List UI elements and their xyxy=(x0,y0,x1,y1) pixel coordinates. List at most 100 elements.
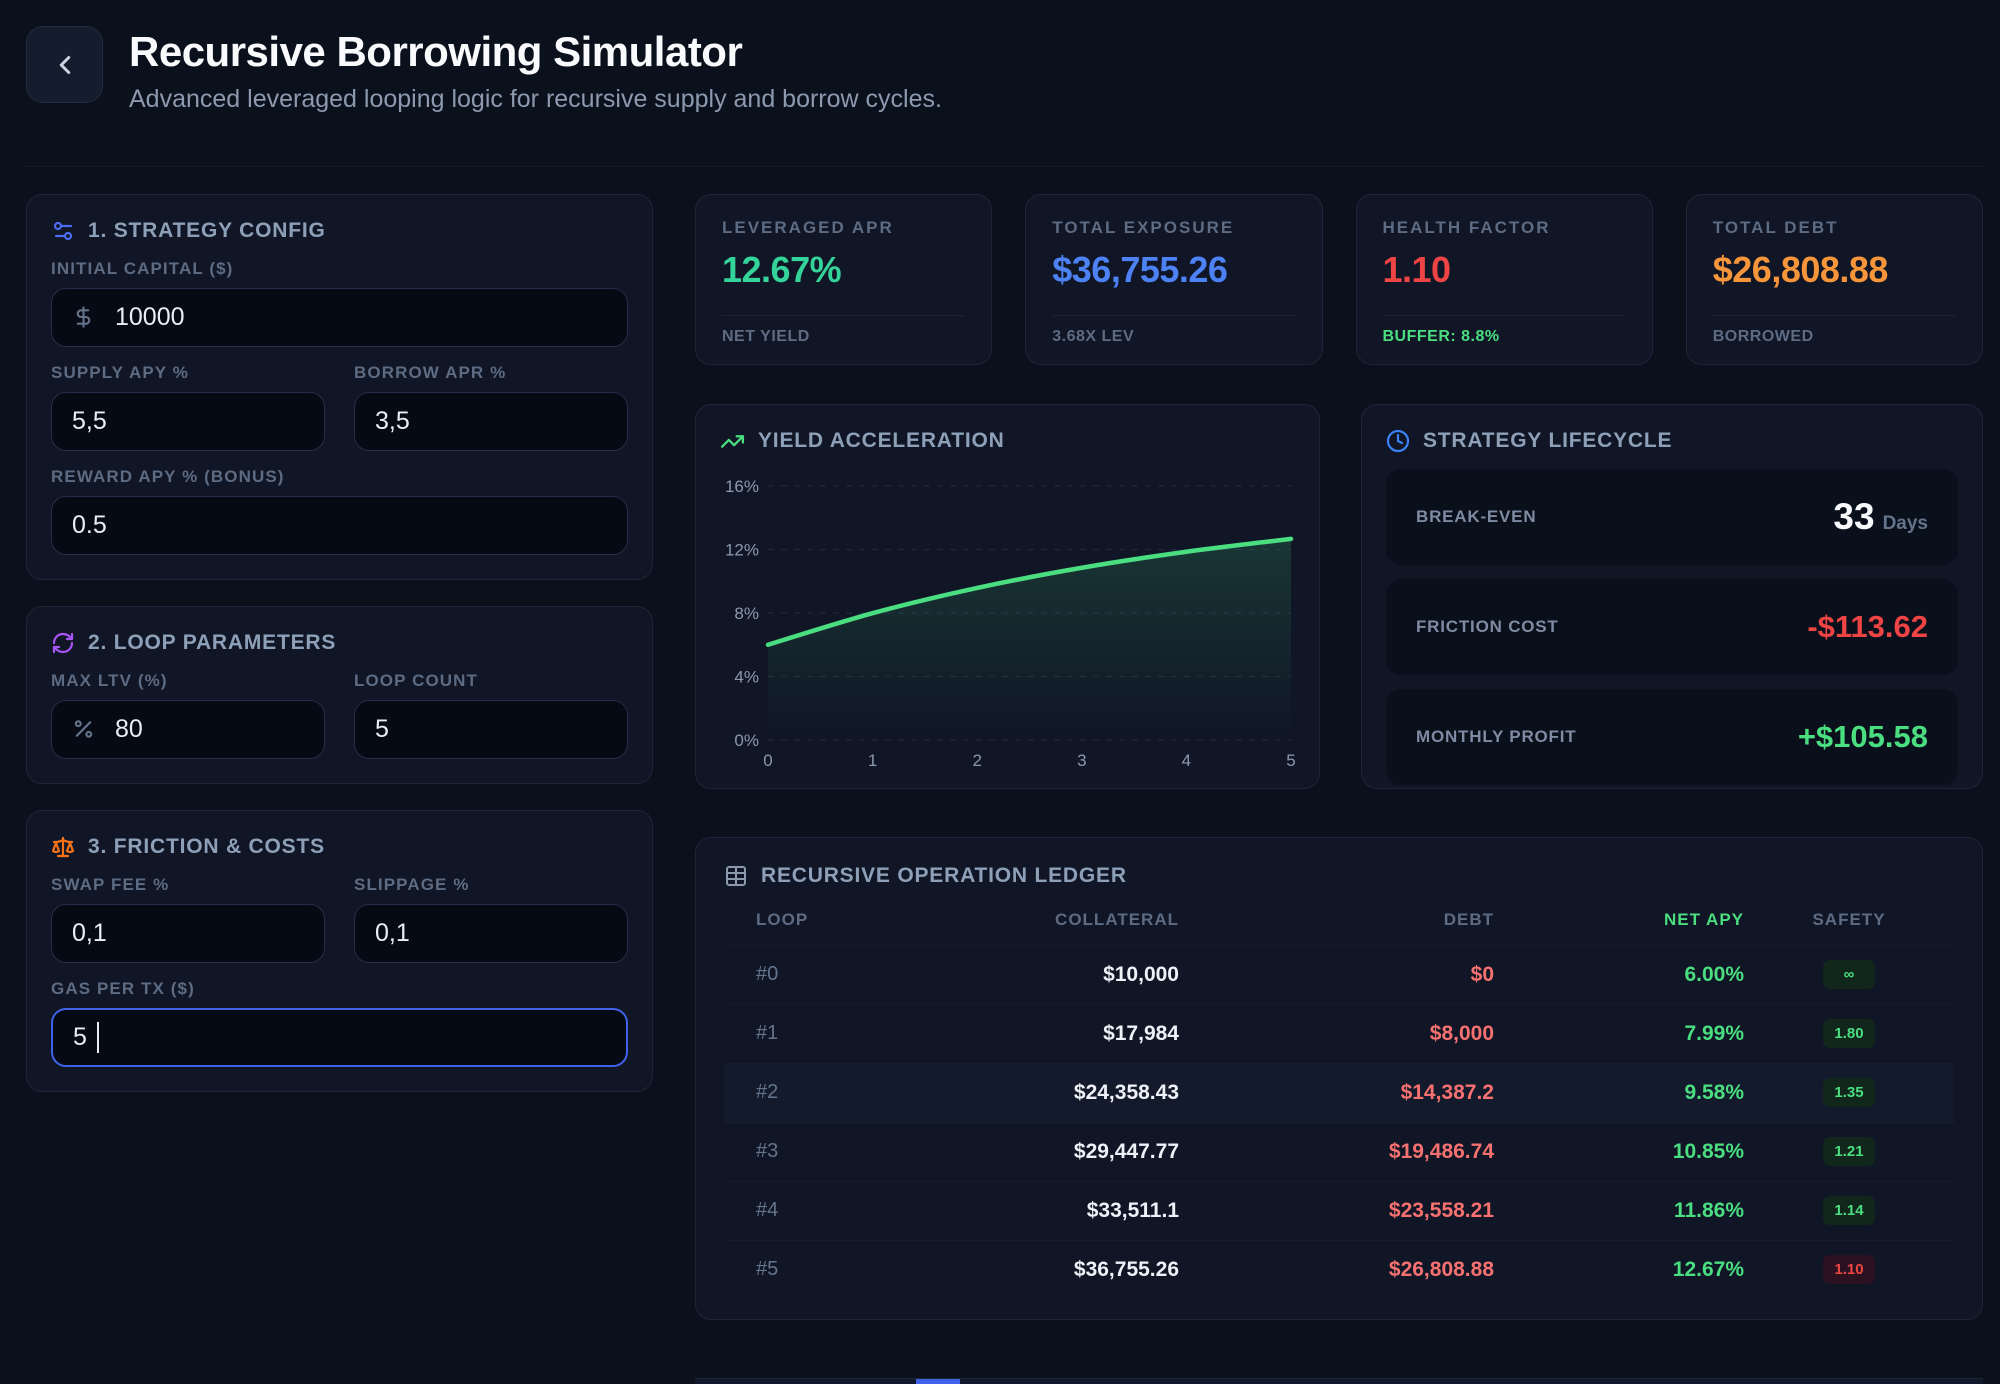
lifecycle-rows: BREAK-EVEN 33 Days FRICTION COST -$113.62… xyxy=(1386,468,1958,785)
ledger-body: #0 $10,000 $0 6.00% ∞ #1 $17,984 $8,000 7.99% 1.8… xyxy=(724,944,1954,1299)
svg-text:4%: 4% xyxy=(734,667,759,686)
borrow-apr-label: BORROW APR % xyxy=(354,362,507,382)
stat-sublabel: NET YIELD xyxy=(722,314,966,346)
swap-fee-input[interactable] xyxy=(51,903,325,963)
ledger-cell-net-apy: 11.86% xyxy=(1673,1198,1744,1222)
ledger-cell-loop: #2 xyxy=(756,1081,779,1103)
ledger-cell-loop: #5 xyxy=(756,1258,779,1280)
operation-ledger-card: RECURSIVE OPERATION LEDGER LOOP COLLATER… xyxy=(695,836,1983,1320)
page-header: Recursive Borrowing Simulator Advanced l… xyxy=(26,26,1983,167)
break-even-row: BREAK-EVEN 33 Days xyxy=(1386,468,1958,565)
page-title: Recursive Borrowing Simulator xyxy=(129,28,743,75)
ledger-cell-debt: $8,000 xyxy=(1429,1021,1494,1045)
loop-refresh-icon xyxy=(51,631,75,655)
gas-per-tx-input[interactable] xyxy=(51,1007,628,1067)
table-row[interactable]: #3 $29,447.77 $19,486.74 10.85% 1.21 xyxy=(724,1121,1954,1181)
friction-cost-value: -$113.62 xyxy=(1807,608,1928,644)
stat-label: TOTAL EXPOSURE xyxy=(1052,217,1235,237)
stat-value: $36,755.26 xyxy=(1052,248,1228,290)
svg-text:5: 5 xyxy=(1286,751,1295,770)
initial-capital-label: INITIAL CAPITAL ($) xyxy=(51,258,234,278)
max-ltv-input[interactable] xyxy=(51,699,325,759)
max-ltv-label: MAX LTV (%) xyxy=(51,670,168,690)
ledger-cell-loop: #3 xyxy=(756,1140,779,1162)
yield-acceleration-title: YIELD ACCELERATION xyxy=(720,429,1295,454)
svg-text:4: 4 xyxy=(1182,751,1191,770)
svg-text:3: 3 xyxy=(1077,751,1086,770)
ledger-cell-collateral: $10,000 xyxy=(1103,962,1179,986)
operation-ledger-title: RECURSIVE OPERATION LEDGER xyxy=(724,864,1954,888)
strategy-lifecycle-title: STRATEGY LIFECYCLE xyxy=(1386,429,1958,453)
table-row[interactable]: #5 $36,755.26 $26,808.88 12.67% 1.10 xyxy=(724,1239,1954,1299)
ledger-cell-net-apy: 9.58% xyxy=(1684,1080,1744,1104)
stat-sublabel: BORROWED xyxy=(1712,314,1956,346)
svg-text:0: 0 xyxy=(763,751,772,770)
ledger-cell-collateral: $24,358.43 xyxy=(1073,1080,1179,1104)
back-button[interactable] xyxy=(26,26,103,103)
table-row[interactable]: #0 $10,000 $0 6.00% ∞ xyxy=(724,944,1954,1004)
ledger-cell-net-apy: 12.67% xyxy=(1672,1257,1744,1281)
break-even-unit: Days xyxy=(1882,512,1928,534)
safety-badge: 1.35 xyxy=(1823,1078,1875,1107)
safety-badge: 1.80 xyxy=(1823,1019,1875,1048)
loop-count-input[interactable] xyxy=(354,699,628,759)
svg-text:1: 1 xyxy=(868,751,877,770)
friction-costs-card: 3. FRICTION & COSTS SWAP FEE % SLIPPAGE … xyxy=(26,809,653,1092)
table-row[interactable]: #4 $33,511.1 $23,558.21 11.86% 1.14 xyxy=(724,1180,1954,1240)
column-header-net-apy: NET APY xyxy=(1663,909,1744,929)
slippage-label: SLIPPAGE % xyxy=(354,874,470,894)
safety-badge: 1.14 xyxy=(1823,1196,1875,1225)
ledger-cell-collateral: $36,755.26 xyxy=(1073,1257,1179,1281)
ledger-cell-net-apy: 10.85% xyxy=(1672,1139,1744,1163)
cutoff-panel-edge xyxy=(695,1378,1983,1384)
svg-text:12%: 12% xyxy=(725,540,759,559)
ledger-cell-debt: $14,387.2 xyxy=(1400,1080,1494,1104)
stat-label: HEALTH FACTOR xyxy=(1382,217,1551,237)
stats-row: LEVERAGED APR 12.67% NET YIELD TOTAL EXP… xyxy=(695,193,1983,365)
safety-badge: 1.21 xyxy=(1823,1137,1875,1166)
column-header-collateral: COLLATERAL xyxy=(1055,909,1179,929)
cutoff-blue-accent xyxy=(916,1379,960,1384)
gas-per-tx-label: GAS PER TX ($) xyxy=(51,978,195,998)
stat-value: 1.10 xyxy=(1382,248,1452,290)
ledger-cell-collateral: $17,984 xyxy=(1103,1021,1179,1045)
config-column: 1. STRATEGY CONFIG INITIAL CAPITAL ($) S… xyxy=(26,193,653,1320)
swap-fee-label: SWAP FEE % xyxy=(51,874,170,894)
strategy-config-card: 1. STRATEGY CONFIG INITIAL CAPITAL ($) S… xyxy=(26,193,653,580)
slippage-input[interactable] xyxy=(354,903,628,963)
chevron-left-icon xyxy=(50,50,80,80)
stat-card-health-factor: HEALTH FACTOR 1.10 BUFFER: 8.8% xyxy=(1355,193,1653,365)
borrow-apr-input[interactable] xyxy=(354,391,628,451)
yield-chart: 0% 4% 8% 12% 16% 0 1 2 3 4 5 xyxy=(720,472,1296,777)
header-text: Recursive Borrowing Simulator Advanced l… xyxy=(129,26,942,114)
stat-sublabel: BUFFER: 8.8% xyxy=(1382,314,1626,346)
ledger-cell-debt: $19,486.74 xyxy=(1388,1139,1494,1163)
ledger-cell-safety: 1.21 xyxy=(1744,1137,1954,1166)
initial-capital-input[interactable] xyxy=(51,287,628,347)
strategy-lifecycle-card: STRATEGY LIFECYCLE BREAK-EVEN 33 Days FRI… xyxy=(1361,403,1983,789)
break-even-label: BREAK-EVEN xyxy=(1416,506,1537,526)
reward-apy-input[interactable] xyxy=(51,495,628,555)
monthly-profit-value: +$105.58 xyxy=(1797,718,1928,754)
friction-costs-title: 3. FRICTION & COSTS xyxy=(51,835,628,859)
sliders-icon xyxy=(51,219,75,243)
yield-chart-svg: 0% 4% 8% 12% 16% 0 1 2 3 4 5 xyxy=(725,477,1296,770)
clock-icon xyxy=(1386,429,1410,453)
ledger-cell-safety: 1.10 xyxy=(1744,1255,1954,1284)
ledger-cell-debt: $23,558.21 xyxy=(1388,1198,1494,1222)
supply-apy-input[interactable] xyxy=(51,391,325,451)
ledger-cell-safety: 1.35 xyxy=(1744,1078,1954,1107)
results-column: LEVERAGED APR 12.67% NET YIELD TOTAL EXP… xyxy=(695,193,1983,1320)
loop-parameters-title: 2. LOOP PARAMETERS xyxy=(51,631,628,655)
svg-text:16%: 16% xyxy=(725,477,759,496)
ledger-cell-net-apy: 7.99% xyxy=(1684,1021,1744,1045)
ledger-cell-collateral: $33,511.1 xyxy=(1086,1198,1179,1222)
ledger-cell-net-apy: 6.00% xyxy=(1684,962,1744,986)
table-row[interactable]: #1 $17,984 $8,000 7.99% 1.80 xyxy=(724,1003,1954,1063)
ledger-cell-debt: $0 xyxy=(1470,962,1494,986)
table-row[interactable]: #2 $24,358.43 $14,387.2 9.58% 1.35 xyxy=(724,1062,1954,1122)
stat-label: TOTAL DEBT xyxy=(1712,217,1839,237)
friction-cost-label: FRICTION COST xyxy=(1416,616,1559,636)
ledger-header-row: LOOP COLLATERAL DEBT NET APY SAFETY xyxy=(724,888,1954,945)
